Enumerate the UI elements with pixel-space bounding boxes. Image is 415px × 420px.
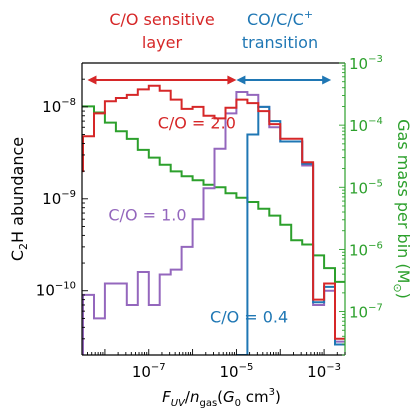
range-arrow-head-left-1 (236, 75, 246, 85)
annotation-label-1: C/O = 1.0 (108, 206, 186, 225)
annotation-label-0: C/O = 2.0 (158, 114, 236, 133)
y2-tick-label-0: 10−7 (349, 303, 383, 322)
x-axis-label: FUV/ngas(G0 cm3) (162, 387, 281, 409)
y2-tick-label-3: 10−4 (349, 116, 383, 135)
range-arrow-head-right-1 (322, 75, 332, 85)
series-line-3 (82, 105, 345, 283)
range-arrow-head-right-0 (227, 75, 237, 85)
x-tick-label-1: 10−5 (219, 362, 253, 381)
range-arrow-head-left-0 (87, 75, 97, 85)
y-tick-label-2: 10−8 (42, 97, 76, 116)
y2-tick-label-1: 10−6 (349, 240, 383, 259)
annotation-label-2: C/O = 0.4 (210, 308, 288, 327)
top-label-cosensitive-line2: layer (142, 33, 183, 52)
y-tick-label-0: 10−10 (36, 281, 76, 300)
top-label-transition-line1: CO/C/C+ (247, 8, 313, 29)
top-label-cosensitive-line1: C/O sensitive (109, 10, 214, 29)
y2-axis-label: Gas mass per bin (M⊙) (391, 119, 413, 299)
x-tick-label-2: 10−3 (307, 362, 341, 381)
y2-tick-label-4: 10−3 (349, 54, 383, 73)
y-axis-label: C2H abundance (8, 137, 30, 261)
y-tick-label-1: 10−9 (42, 189, 76, 208)
top-label-transition-line2: transition (242, 33, 318, 52)
series-line-0 (82, 84, 345, 340)
x-tick-label-0: 10−7 (132, 362, 166, 381)
y2-tick-label-2: 10−5 (349, 178, 383, 197)
